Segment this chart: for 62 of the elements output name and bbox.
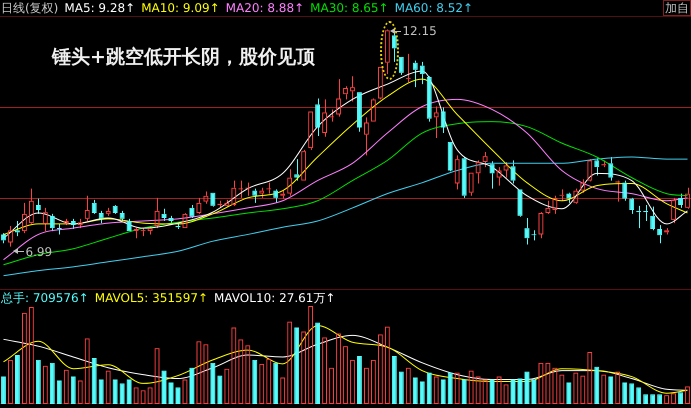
candlestick [462, 156, 467, 198]
bar [217, 376, 222, 404]
bar [518, 378, 522, 404]
bar [566, 382, 572, 404]
bar [392, 356, 397, 404]
annotation: 锤头+跳空低开长阴，股价见顶 [51, 46, 316, 68]
candlestick [112, 204, 118, 214]
bar [636, 387, 642, 404]
text: MA60: 8.52↑ [394, 1, 474, 15]
bar [50, 362, 55, 404]
candlestick [56, 223, 62, 235]
bar [629, 383, 634, 404]
bar [190, 368, 194, 404]
bar [36, 360, 41, 404]
text: MA5: 9.28↑ [64, 1, 136, 15]
text: 加自 [663, 0, 691, 16]
bar [315, 322, 320, 404]
bar [650, 394, 656, 404]
series-label: 总手: 709576↑ [1, 291, 89, 305]
bar [168, 382, 174, 404]
annotation: 12.15 [402, 24, 437, 38]
bar [462, 380, 467, 404]
candlestick [524, 218, 530, 246]
candlestick [315, 98, 320, 136]
bar [294, 328, 300, 404]
candlestick [412, 60, 418, 88]
candlestick [357, 92, 362, 132]
bar [210, 362, 216, 404]
candlestick [650, 206, 656, 231]
candlestick [392, 31, 397, 62]
candlestick [510, 160, 516, 184]
bar [120, 383, 125, 404]
bar [176, 387, 180, 404]
bar [532, 380, 536, 404]
bar [398, 372, 404, 404]
candlestick [518, 189, 522, 218]
bar [126, 380, 132, 404]
bar [524, 372, 530, 404]
bar [162, 370, 166, 404]
text: MA30: 8.65↑ [310, 1, 389, 15]
candlestick [15, 220, 20, 237]
bar [643, 394, 648, 404]
text: MA10: 9.09↑ [141, 1, 220, 15]
text: MAVOL5: 351597↑ [94, 291, 208, 305]
text: MAVOL10: 27.61万↑ [214, 291, 336, 305]
bar [15, 355, 20, 404]
bar [657, 394, 662, 404]
text: MA20: 8.88↑ [226, 1, 304, 15]
bar [112, 380, 118, 404]
candlestick [398, 56, 404, 76]
bar [490, 380, 495, 404]
candlestick [622, 180, 628, 202]
candlestick [629, 197, 634, 214]
candlestick [657, 224, 662, 244]
bar [1, 376, 6, 404]
bar [510, 380, 516, 404]
bar [56, 380, 62, 404]
bar [357, 356, 362, 404]
chart-title: 日线(复权) [1, 1, 58, 15]
candlestick [490, 160, 495, 190]
bar [622, 382, 628, 404]
bar [678, 392, 683, 404]
